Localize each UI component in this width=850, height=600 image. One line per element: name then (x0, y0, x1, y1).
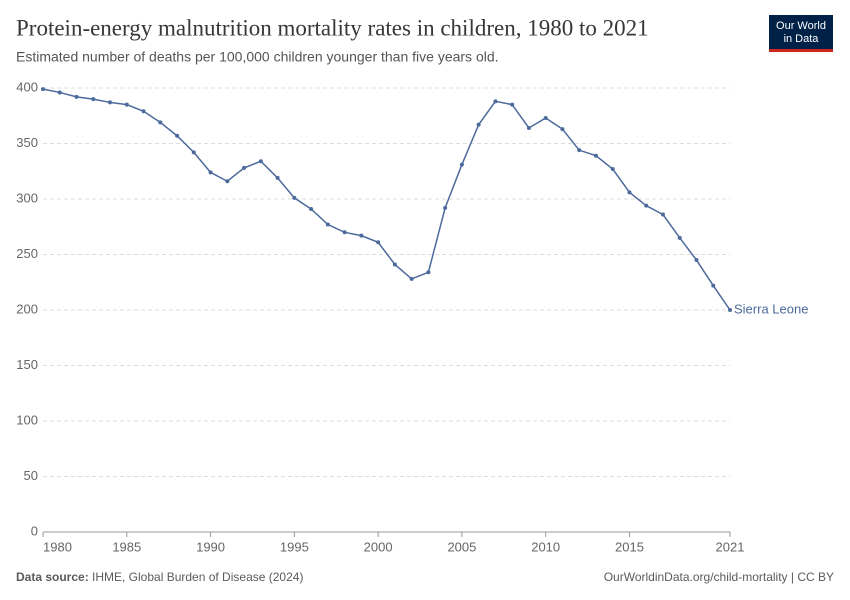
point (124, 102, 129, 107)
point (426, 270, 431, 275)
chart-title: Protein-energy malnutrition mortality ra… (16, 15, 649, 40)
point (493, 99, 498, 104)
point (560, 127, 565, 132)
x-tick-label: 1980 (43, 539, 72, 554)
point (543, 115, 548, 120)
logo-box (769, 15, 833, 52)
point (242, 165, 247, 170)
y-tick-label: 400 (16, 79, 38, 94)
point (376, 240, 381, 245)
point (677, 235, 682, 240)
point (359, 233, 364, 238)
point (74, 94, 79, 99)
point (526, 125, 531, 130)
point (728, 308, 732, 312)
point (41, 87, 45, 92)
point (175, 133, 180, 138)
footer-right: OurWorldinData.org/child-mortality | CC … (604, 570, 834, 584)
logo-stripe (769, 49, 833, 52)
point (627, 190, 632, 195)
x-tick-label: 1985 (112, 539, 141, 554)
point (409, 276, 414, 281)
logo-text: in Data (784, 33, 820, 45)
point (275, 175, 280, 180)
x-tick-label: 2005 (447, 539, 476, 554)
point (158, 120, 163, 125)
source-text: IHME, Global Burden of Disease (2024) (92, 570, 303, 584)
x-tick-label: 2021 (716, 539, 745, 554)
point (191, 150, 196, 155)
series-label: Sierra Leone (734, 301, 808, 316)
point (459, 162, 464, 167)
y-tick-label: 300 (16, 190, 38, 205)
point (342, 230, 347, 235)
y-tick-label: 150 (16, 357, 38, 372)
point (510, 102, 515, 107)
x-tick-label: 1990 (196, 539, 225, 554)
point (392, 262, 397, 267)
point (660, 212, 665, 217)
point (91, 97, 96, 102)
x-tick-label: 2015 (615, 539, 644, 554)
x-tick-label: 2000 (364, 539, 393, 554)
y-tick-label: 350 (16, 135, 38, 150)
y-tick-label: 250 (16, 246, 38, 261)
point (292, 195, 297, 200)
point (325, 222, 330, 227)
point (443, 205, 448, 210)
point (225, 179, 230, 184)
source-label: Data source: (16, 570, 89, 584)
point (258, 159, 263, 164)
point (577, 148, 582, 153)
point (141, 109, 146, 114)
point (694, 258, 699, 263)
point (711, 283, 716, 288)
point (108, 100, 113, 105)
point (644, 203, 649, 208)
point (57, 90, 62, 95)
logo-text: Our World (776, 20, 826, 32)
chart-subtitle: Estimated number of deaths per 100,000 c… (16, 49, 499, 65)
y-tick-label: 50 (24, 468, 38, 483)
y-tick-label: 200 (16, 301, 38, 316)
x-tick-label: 2010 (531, 539, 560, 554)
y-tick-label: 0 (31, 523, 38, 538)
line (42, 88, 731, 311)
point (610, 167, 615, 172)
point (309, 206, 314, 211)
point (208, 170, 213, 175)
x-tick-label: 1995 (280, 539, 309, 554)
point (593, 153, 598, 158)
point (476, 122, 481, 127)
y-tick-label: 100 (16, 412, 38, 427)
